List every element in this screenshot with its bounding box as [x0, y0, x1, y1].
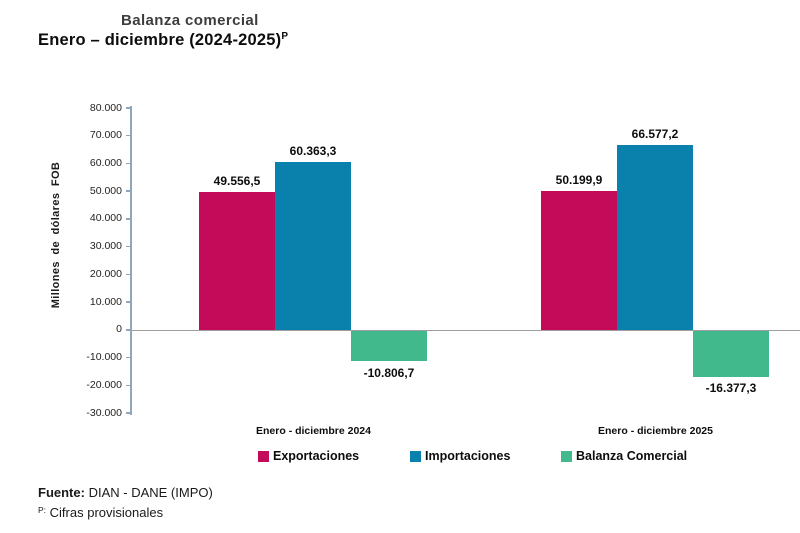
y-axis-tick-label: 30.000	[89, 240, 122, 253]
legend-label: Exportaciones	[273, 449, 360, 463]
y-axis-tick	[126, 356, 132, 359]
y-axis-tick-label: 80.000	[89, 101, 122, 114]
y-axis-tick	[126, 107, 132, 109]
y-axis-tick	[126, 301, 132, 303]
legend-swatch-exportaciones	[258, 450, 269, 462]
y-axis-tick-label: 10.000	[89, 295, 122, 308]
source-note: Fuente: DIAN - DANE (IMPO)	[38, 485, 213, 500]
y-axis-tick-label: 70.000	[89, 129, 122, 142]
footnote-superscript: P:	[38, 505, 47, 515]
source-label: Fuente:	[38, 485, 85, 500]
bar-value-label: 66.577,2	[631, 127, 679, 142]
y-axis-tick-label: 60.000	[89, 156, 122, 169]
y-axis-line	[130, 106, 132, 415]
chart-subtitle-text: Enero – diciembre (2024-2025)	[38, 31, 282, 49]
bar-exportaciones-2024	[199, 192, 275, 330]
legend-label: Balanza Comercial	[576, 449, 688, 463]
legend-swatch-balanza-comercial	[561, 450, 572, 462]
zero-baseline	[132, 329, 800, 332]
y-axis-tick	[126, 273, 132, 276]
y-axis-tick-label: -30.000	[86, 406, 122, 419]
y-axis-tick	[126, 329, 132, 331]
bar-exportaciones-2025	[541, 190, 617, 330]
y-axis-tick-label: -10.000	[86, 351, 122, 364]
legend-item-importaciones: Importaciones	[410, 449, 510, 463]
legend-swatch-importaciones	[410, 450, 421, 462]
y-axis-tick	[126, 134, 132, 137]
legend-label: Importaciones	[425, 449, 511, 463]
bar-value-label: 49.556,5	[213, 174, 261, 189]
y-axis-tick	[126, 245, 132, 248]
bar-value-label: 60.363,3	[289, 144, 337, 159]
y-axis-tick-label: 50.000	[89, 184, 122, 197]
y-axis-tick	[126, 190, 132, 192]
y-axis-tick-label: 0	[116, 323, 122, 336]
y-axis-tick-label: 40.000	[89, 212, 122, 225]
chart-title: Balanza comercial	[121, 12, 259, 29]
x-axis-category-label: Enero - diciembre 2025	[598, 425, 713, 437]
bar-balanza-comercial-2024	[351, 331, 427, 362]
bar-importaciones-2024	[275, 162, 351, 330]
y-axis-tick	[126, 218, 132, 220]
chart-subtitle: Enero – diciembre (2024-2025)P	[38, 31, 288, 50]
bar-value-label: 50.199,9	[555, 172, 603, 187]
x-axis-category-label: Enero - diciembre 2024	[256, 425, 371, 437]
y-axis-tick	[126, 412, 132, 414]
bar-importaciones-2025	[617, 145, 693, 330]
bar-balanza-comercial-2025	[693, 331, 769, 377]
y-axis-tick	[126, 384, 132, 387]
bar-value-label: -16.377,3	[705, 381, 757, 396]
footnote: P: Cifras provisionales	[38, 505, 163, 520]
legend-item-balanza-comercial: Balanza Comercial	[561, 449, 687, 463]
y-axis-tick-label: -20.000	[86, 378, 122, 391]
source-value: DIAN - DANE (IMPO)	[88, 485, 213, 500]
y-axis-tick	[126, 162, 132, 165]
legend-item-exportaciones: Exportaciones	[258, 449, 359, 463]
bar-value-label: -10.806,7	[363, 365, 415, 380]
y-axis-tick-label: 20.000	[89, 267, 122, 280]
chart-subtitle-superscript: P	[281, 31, 289, 42]
footnote-text: Cifras provisionales	[49, 505, 164, 520]
